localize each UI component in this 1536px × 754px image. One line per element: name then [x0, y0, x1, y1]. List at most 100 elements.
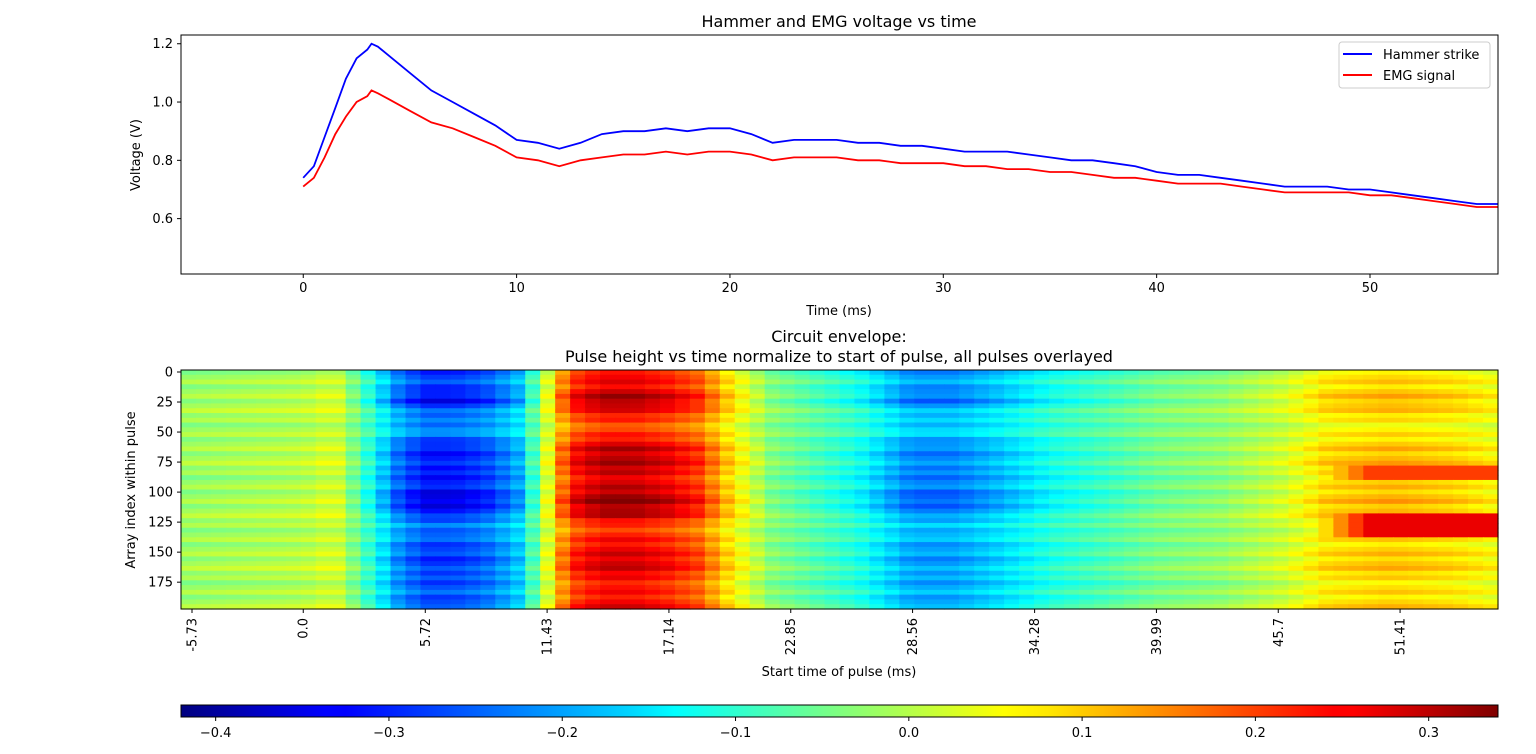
heatmap-cell — [225, 436, 242, 443]
heatmap-cell — [764, 518, 781, 524]
heatmap-cell — [345, 374, 362, 381]
heatmap-cell — [345, 508, 362, 514]
heatmap-cell — [480, 499, 496, 505]
heatmap-cell — [824, 413, 841, 419]
heatmap-cell — [1408, 398, 1424, 405]
heatmap-cell — [1453, 413, 1469, 419]
heatmap-cell — [495, 527, 511, 534]
heatmap-cell — [1049, 580, 1065, 586]
heatmap-cell — [210, 585, 227, 591]
heatmap-cell — [345, 393, 362, 400]
heatmap-cell — [944, 551, 960, 558]
heatmap-cell — [435, 575, 451, 581]
heatmap-cell — [689, 513, 706, 519]
heatmap-cell — [974, 417, 990, 424]
heatmap-cell — [1078, 379, 1095, 385]
heatmap-cell — [914, 604, 930, 610]
heatmap-cell — [1243, 522, 1260, 529]
heatmap-cell — [854, 570, 871, 577]
heatmap-cell — [1168, 436, 1185, 443]
heatmap-cell — [914, 479, 930, 486]
heatmap-cell — [884, 542, 900, 548]
heatmap-cell — [480, 422, 496, 428]
heatmap-cell — [1483, 384, 1499, 390]
heatmap-cell — [704, 403, 721, 409]
heatmap-cell — [195, 494, 212, 500]
heatmap-cell — [929, 422, 945, 428]
heatmap-cell — [540, 441, 556, 448]
heatmap-cell — [1378, 403, 1394, 409]
heatmap-cell — [734, 489, 751, 495]
heatmap-cell — [255, 489, 272, 495]
heatmap-cell — [525, 379, 541, 385]
heatmap-cell — [1198, 389, 1215, 395]
heatmap-cell — [420, 542, 437, 548]
heatmap-cell — [555, 565, 571, 572]
heatmap-cell — [1243, 599, 1260, 605]
heatmap-cell — [1393, 556, 1409, 562]
heatmap-cell — [465, 508, 481, 514]
heatmap-cell — [1213, 570, 1230, 577]
heatmap-cell — [570, 503, 586, 510]
heatmap-cell — [899, 456, 915, 462]
heatmap-cell — [1228, 575, 1245, 581]
heatmap-cell — [330, 475, 347, 481]
heatmap-cell — [1258, 508, 1275, 514]
heatmap-cell — [1363, 484, 1379, 491]
heatmap-cell — [420, 565, 437, 572]
heatmap-cell — [839, 479, 856, 486]
heatmap-cell — [929, 465, 945, 471]
heatmap-cell — [779, 389, 796, 395]
heatmap-cell — [450, 422, 466, 428]
heatmap-cell — [1468, 413, 1484, 419]
heatmap-cell — [555, 374, 571, 381]
heatmap-cell — [1004, 589, 1020, 596]
heatmap-cell — [1168, 456, 1185, 462]
heatmap-cell — [1378, 513, 1394, 519]
heatmap-cell — [300, 537, 317, 543]
heatmap-cell — [1228, 413, 1245, 419]
heatmap-cell — [1468, 417, 1484, 424]
heatmap-cell — [525, 575, 541, 581]
heatmap-cell — [1228, 489, 1245, 495]
heatmap-cell — [989, 446, 1005, 452]
heatmap-cell — [1393, 561, 1409, 567]
heatmap-cell — [974, 589, 990, 596]
heatmap-cell — [570, 465, 586, 471]
heatmap-cell — [285, 393, 302, 400]
heatmap-cell — [1004, 470, 1020, 476]
heatmap-cell — [1453, 565, 1469, 572]
heatmap-cell — [360, 475, 377, 481]
heatmap-cell — [525, 446, 541, 452]
heatmap-cell — [1078, 370, 1095, 376]
heatmap-cell — [330, 389, 347, 395]
heatmap-cell — [420, 460, 437, 467]
heatmap-cell — [405, 379, 422, 385]
heatmap-cell — [1363, 556, 1379, 562]
heatmap-cell — [1108, 408, 1125, 414]
heatmap-cell — [899, 489, 915, 495]
heatmap-cell — [315, 432, 332, 438]
heatmap-cell — [480, 451, 496, 457]
heatmap-cell — [1468, 460, 1484, 467]
heatmap-cell — [914, 370, 930, 376]
heatmap-cell — [181, 561, 197, 567]
heatmap-cell — [1019, 460, 1035, 467]
heatmap-cell — [944, 446, 960, 452]
heatmap-cell — [644, 417, 661, 424]
heatmap-cell — [1483, 413, 1499, 419]
heatmap-cell — [570, 432, 586, 438]
heatmap-cell — [1303, 527, 1320, 534]
heatmap-cell — [899, 460, 915, 467]
heatmap-cell — [360, 604, 377, 610]
heatmap-cell — [1228, 604, 1245, 610]
heatmap-cell — [704, 484, 721, 491]
heatmap-cell — [1303, 441, 1320, 448]
heatmap-cell — [315, 403, 332, 409]
heatmap-cell — [704, 398, 721, 405]
heatmap-cell — [480, 417, 496, 424]
heatmap-cell — [435, 460, 451, 467]
heatmap-cell — [1078, 460, 1095, 467]
heatmap-cell — [300, 499, 317, 505]
heatmap-cell — [420, 589, 437, 596]
